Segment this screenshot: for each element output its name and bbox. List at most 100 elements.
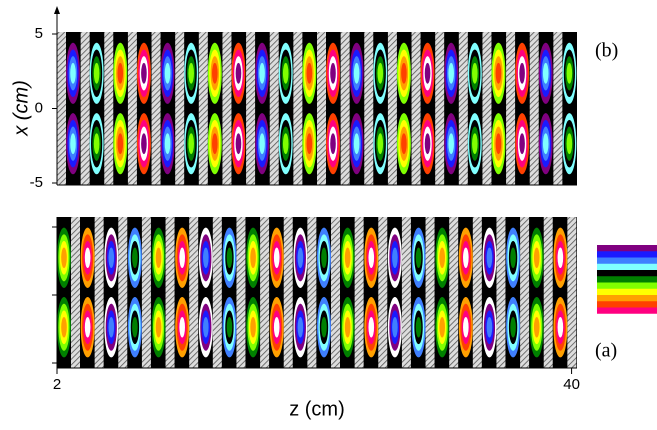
hatch-stripe	[307, 217, 316, 368]
field-ring	[368, 248, 374, 269]
panel-label: (a)	[595, 340, 617, 362]
hatch-stripe	[388, 32, 397, 185]
field-ring	[510, 317, 516, 338]
hatch-stripe	[364, 32, 373, 185]
field-ring	[354, 63, 360, 84]
colorbar-swatch	[597, 258, 657, 265]
field-ring	[543, 133, 549, 154]
colorbar-swatch	[597, 270, 657, 277]
field-ring	[236, 133, 242, 154]
field-ring	[472, 63, 478, 84]
field-ring	[487, 248, 493, 269]
hatch-stripe	[236, 217, 245, 368]
field-ring	[307, 133, 313, 154]
hatch-stripe	[449, 217, 458, 368]
field-ring	[425, 133, 431, 154]
y-tick-label: 0	[35, 99, 43, 116]
colorbar-swatch	[597, 314, 657, 321]
hatch-stripe	[199, 32, 208, 185]
field-ring	[439, 248, 445, 269]
hatch-stripe	[435, 32, 444, 185]
field-ring	[94, 63, 100, 84]
field-ring	[227, 317, 233, 338]
field-ring	[321, 248, 327, 269]
field-ring	[283, 63, 289, 84]
field-ring	[108, 248, 114, 269]
field-ring	[61, 248, 67, 269]
field-ring	[321, 317, 327, 338]
field-ring	[298, 317, 304, 338]
field-ring	[519, 63, 525, 84]
field-ring	[188, 63, 194, 84]
field-ring	[236, 63, 242, 84]
field-ring	[141, 133, 147, 154]
hatch-stripe	[95, 217, 104, 368]
axis-arrow	[54, 6, 60, 14]
hatch-stripe	[81, 32, 90, 185]
y-tick-label: -5	[30, 174, 43, 191]
hatch-stripe	[152, 32, 161, 185]
field-ring	[496, 63, 502, 84]
hatch-stripe	[544, 217, 553, 368]
field-ring	[534, 317, 540, 338]
field-ring	[298, 248, 304, 269]
field-ring	[259, 133, 265, 154]
field-ring	[283, 133, 289, 154]
colorbar-swatch	[597, 283, 657, 290]
field-ring	[416, 248, 422, 269]
colorbar-swatch	[597, 289, 657, 296]
field-ring	[425, 63, 431, 84]
field-ring	[156, 317, 162, 338]
field-ring	[132, 248, 138, 269]
field-ring	[61, 317, 67, 338]
field-ring	[212, 63, 218, 84]
hatch-stripe	[331, 217, 340, 368]
hatch-stripe	[553, 32, 562, 185]
field-ring	[377, 133, 383, 154]
field-ring	[203, 317, 209, 338]
field-ring	[165, 133, 171, 154]
field-ring	[117, 133, 123, 154]
field-ring	[345, 317, 351, 338]
hatch-stripe	[57, 32, 66, 185]
x-tick-label: 2	[53, 376, 61, 393]
field-ring	[85, 248, 91, 269]
hatch-stripe	[222, 32, 231, 185]
field-ring	[448, 133, 454, 154]
hatch-stripe	[412, 32, 421, 185]
hatch-stripe	[213, 217, 222, 368]
field-ring	[250, 248, 256, 269]
colorbar-swatch	[597, 295, 657, 302]
field-ring	[141, 63, 147, 84]
field-ring	[330, 63, 336, 84]
field-ring	[345, 248, 351, 269]
field-ring	[368, 317, 374, 338]
field-ring	[212, 133, 218, 154]
x-axis-label: z (cm)	[289, 398, 345, 420]
field-ring	[392, 317, 398, 338]
field-ring	[259, 63, 265, 84]
field-ring	[132, 317, 138, 338]
hatch-stripe	[506, 32, 515, 185]
hatch-stripe	[378, 217, 387, 368]
hatch-stripe	[260, 217, 269, 368]
field-ring	[108, 317, 114, 338]
colorbar-swatch	[597, 251, 657, 258]
field-ring	[543, 63, 549, 84]
field-ring	[179, 317, 185, 338]
hatch-stripe	[118, 217, 127, 368]
field-ring	[472, 133, 478, 154]
field-ring	[448, 63, 454, 84]
hatch-stripe	[530, 32, 539, 185]
hatch-stripe	[355, 217, 364, 368]
colorbar-swatch	[597, 245, 657, 252]
y-tick-label: 5	[35, 25, 43, 42]
field-ring	[156, 248, 162, 269]
field-ring	[519, 133, 525, 154]
hatch-stripe	[166, 217, 175, 368]
field-ring	[487, 317, 493, 338]
hatch-stripe	[341, 32, 350, 185]
field-ring	[567, 63, 573, 84]
x-tick-label: 40	[563, 376, 580, 393]
hatch-stripe	[496, 217, 505, 368]
